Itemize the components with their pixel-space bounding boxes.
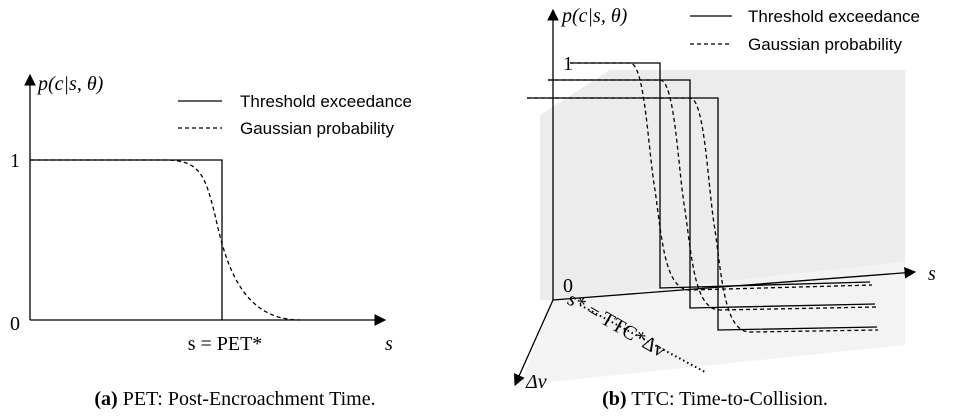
caption: (a) PET: Post-Encroachment Time.	[94, 388, 375, 410]
ttc-line	[579, 304, 706, 373]
z-axis	[513, 299, 554, 387]
x-label: s	[385, 333, 393, 355]
gaussian-curve	[30, 159, 301, 321]
back-plane	[540, 70, 905, 300]
caption-label: (a)	[94, 388, 117, 410]
y-label: p(c|s, θ)	[36, 73, 104, 95]
caption-text: PET: Post-Encroachment Time.	[123, 388, 376, 410]
tick-label: 1	[563, 53, 573, 75]
panel-a: p(c|s, θ) Threshold exceedance Gaussian …	[10, 73, 412, 410]
x-marker: s = PET*	[188, 333, 263, 355]
tick-label: 0	[10, 313, 20, 335]
y-label: p(c|s, θ)	[560, 5, 628, 27]
caption: (b) TTC: Time-to-Collision.	[602, 388, 828, 410]
tick-label: 0	[563, 275, 573, 297]
tick-label: 1	[10, 150, 20, 172]
caption-text: TTC: Time-to-Collision.	[631, 388, 828, 410]
gaussian-curve	[548, 79, 877, 311]
legend-text: Threshold exceedance	[748, 7, 920, 26]
x-label: s	[928, 263, 936, 285]
threshold-curve	[527, 97, 878, 331]
gaussian-curve	[570, 62, 873, 291]
legend-text: Gaussian probability	[748, 35, 903, 54]
legend-text: Threshold exceedance	[240, 92, 412, 111]
threshold-curve	[30, 159, 223, 320]
caption-label: (b)	[602, 388, 626, 410]
legend-text: Gaussian probability	[240, 119, 395, 138]
gaussian-curve	[527, 97, 879, 333]
floor-plane	[520, 262, 905, 385]
panel-b: p(c|s, θ) Threshold exceedance Gaussian …	[513, 5, 936, 410]
z-label: Δv	[525, 371, 547, 393]
